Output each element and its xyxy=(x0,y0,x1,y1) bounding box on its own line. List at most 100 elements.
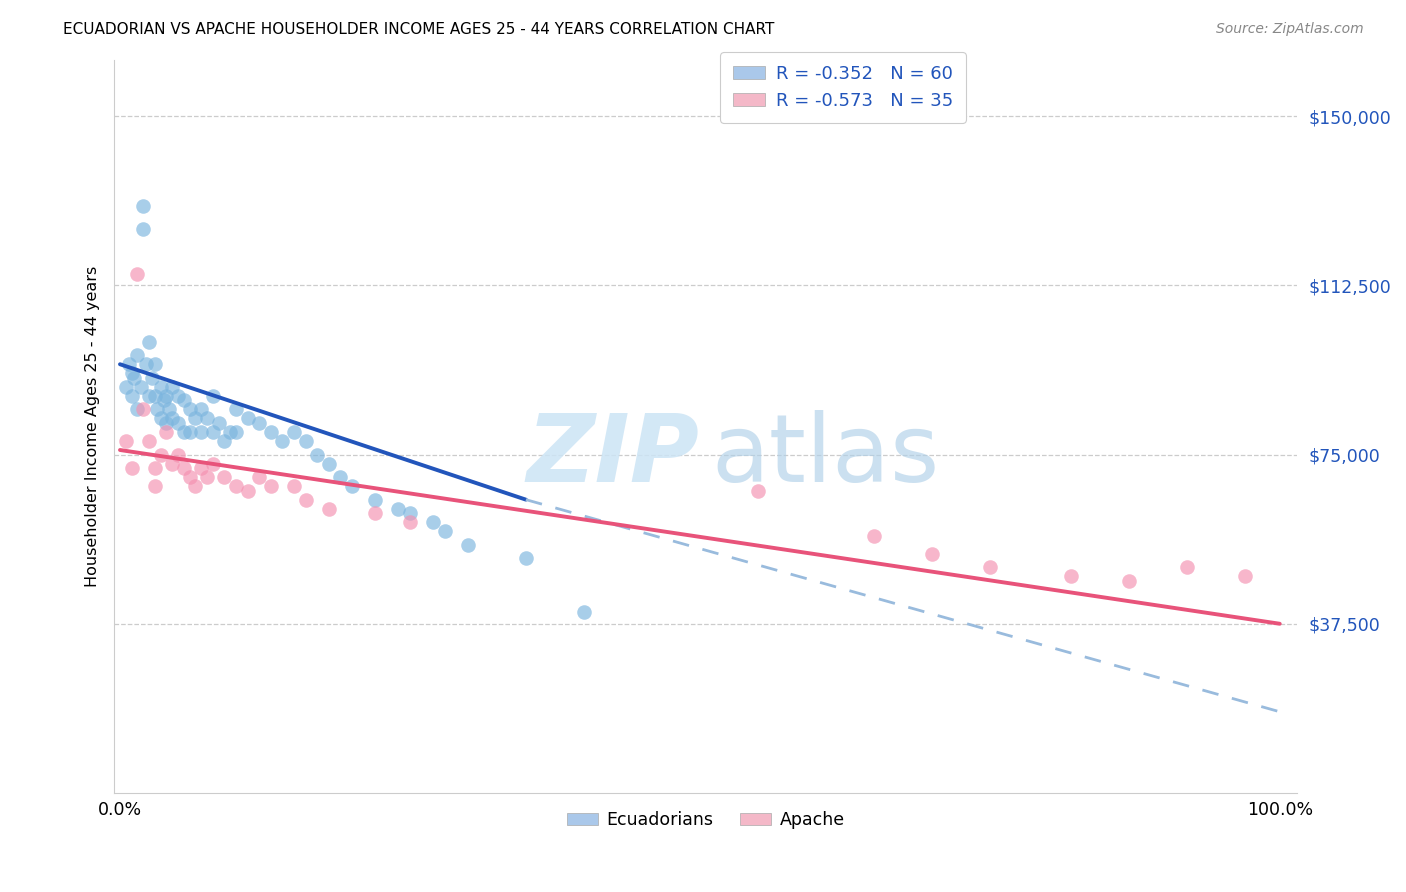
Point xyxy=(329,470,352,484)
Point xyxy=(247,416,270,430)
Point xyxy=(138,434,160,448)
Point xyxy=(127,267,149,281)
Point xyxy=(283,425,305,439)
Point xyxy=(979,560,1001,574)
Text: ECUADORIAN VS APACHE HOUSEHOLDER INCOME AGES 25 - 44 YEARS CORRELATION CHART: ECUADORIAN VS APACHE HOUSEHOLDER INCOME … xyxy=(63,22,775,37)
Point xyxy=(1175,560,1198,574)
Point xyxy=(207,416,229,430)
Point xyxy=(201,457,224,471)
Text: ZIP: ZIP xyxy=(527,409,700,501)
Point xyxy=(132,222,155,236)
Point xyxy=(747,483,769,498)
Point xyxy=(247,470,270,484)
Point xyxy=(160,411,183,425)
Point xyxy=(399,515,422,529)
Point xyxy=(179,402,201,417)
Point xyxy=(167,448,190,462)
Point xyxy=(1233,569,1256,583)
Point xyxy=(201,389,224,403)
Point xyxy=(318,457,340,471)
Point xyxy=(190,402,212,417)
Point xyxy=(132,402,155,417)
Point xyxy=(283,479,305,493)
Text: Source: ZipAtlas.com: Source: ZipAtlas.com xyxy=(1216,22,1364,37)
Point xyxy=(225,479,247,493)
Point xyxy=(260,479,283,493)
Point xyxy=(236,411,259,425)
Point xyxy=(260,425,283,439)
Point xyxy=(190,425,212,439)
Point xyxy=(160,380,183,394)
Point xyxy=(132,199,155,213)
Point xyxy=(1118,574,1140,588)
Point xyxy=(1060,569,1083,583)
Point xyxy=(271,434,294,448)
Point xyxy=(118,357,141,371)
Point xyxy=(127,402,149,417)
Point xyxy=(138,389,160,403)
Point xyxy=(399,506,422,520)
Point xyxy=(318,501,340,516)
Point xyxy=(155,416,177,430)
Point xyxy=(122,371,145,385)
Point xyxy=(155,389,177,403)
Point xyxy=(141,371,163,385)
Point xyxy=(173,461,195,475)
Point xyxy=(149,411,172,425)
Point xyxy=(121,461,143,475)
Point xyxy=(179,425,201,439)
Point xyxy=(307,448,329,462)
Point xyxy=(143,389,166,403)
Point xyxy=(179,470,201,484)
Point xyxy=(157,402,180,417)
Point xyxy=(294,434,316,448)
Point xyxy=(134,357,156,371)
Point xyxy=(201,425,224,439)
Point xyxy=(433,524,456,539)
Point xyxy=(121,389,143,403)
Text: atlas: atlas xyxy=(711,409,939,501)
Point xyxy=(214,434,236,448)
Point xyxy=(114,380,136,394)
Point xyxy=(921,547,943,561)
Point xyxy=(225,425,247,439)
Point xyxy=(173,393,195,408)
Point xyxy=(387,501,409,516)
Y-axis label: Householder Income Ages 25 - 44 years: Householder Income Ages 25 - 44 years xyxy=(86,266,100,587)
Point xyxy=(214,470,236,484)
Point xyxy=(155,425,177,439)
Point xyxy=(149,448,172,462)
Point xyxy=(167,389,190,403)
Point xyxy=(225,402,247,417)
Point xyxy=(173,425,195,439)
Point xyxy=(127,348,149,362)
Point xyxy=(143,461,166,475)
Point xyxy=(149,380,172,394)
Point xyxy=(146,402,169,417)
Point xyxy=(114,434,136,448)
Point xyxy=(153,393,176,408)
Point xyxy=(143,357,166,371)
Point xyxy=(160,457,183,471)
Point xyxy=(219,425,242,439)
Point xyxy=(236,483,259,498)
Point xyxy=(195,411,218,425)
Point xyxy=(143,479,166,493)
Point xyxy=(515,551,537,566)
Point xyxy=(422,515,444,529)
Point xyxy=(190,461,212,475)
Point xyxy=(195,470,218,484)
Point xyxy=(121,366,143,380)
Point xyxy=(862,529,884,543)
Point xyxy=(572,606,595,620)
Point xyxy=(294,492,316,507)
Point xyxy=(364,506,387,520)
Point xyxy=(340,479,363,493)
Point xyxy=(457,538,479,552)
Point xyxy=(364,492,387,507)
Point xyxy=(167,416,190,430)
Point xyxy=(129,380,152,394)
Point xyxy=(184,411,207,425)
Point xyxy=(184,479,207,493)
Point xyxy=(138,334,160,349)
